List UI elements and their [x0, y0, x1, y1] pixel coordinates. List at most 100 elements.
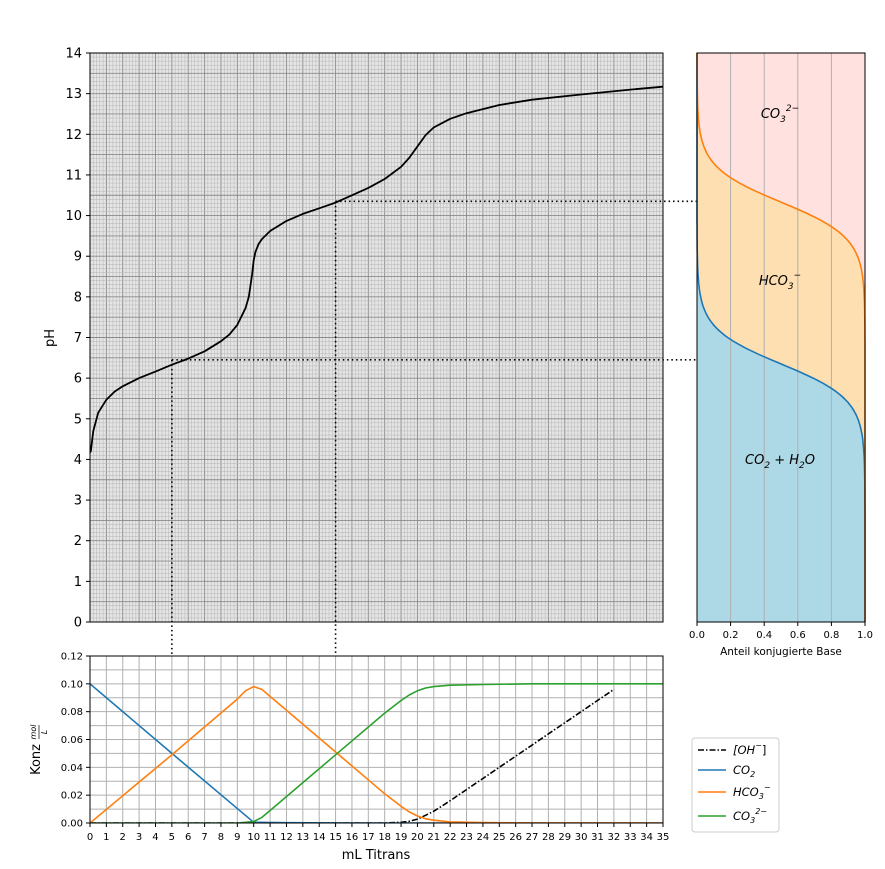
concentration-x-tick-label: 2	[120, 832, 126, 843]
concentration-y-tick-label: 0.00	[61, 819, 83, 830]
svg-text:Konz: Konz	[29, 744, 44, 775]
concentration-y-tick-label: 0.02	[61, 791, 83, 802]
concentration-x-tick-label: 12	[280, 832, 293, 843]
fraction-x-ticks: 0.0 0.2 0.4 0.6 0.8 1.0	[689, 622, 873, 641]
concentration-x-tick-label: 14	[313, 832, 326, 843]
concentration-x-tick-label: 25	[493, 832, 506, 843]
concentration-x-tick-label: 4	[152, 832, 158, 843]
concentration-x-tick-label: 24	[477, 832, 490, 843]
legend-item-hco3: HCO3−	[698, 783, 771, 801]
y-tick-label: 1	[74, 575, 82, 590]
concentration-x-tick-label: 13	[296, 832, 309, 843]
concentration-x-tick-label: 33	[624, 832, 637, 843]
concentration-y-tick-label: 0.04	[61, 763, 83, 774]
fraction-x-tick-label: 0.6	[790, 630, 806, 641]
y-tick-label: 8	[74, 290, 82, 305]
svg-text:CO32−: CO32−	[733, 807, 767, 825]
y-tick-label: 0	[74, 616, 82, 631]
concentration-x-tick-label: 34	[640, 832, 653, 843]
concentration-x-tick-label: 17	[362, 832, 375, 843]
concentration-x-tick-label: 5	[169, 832, 175, 843]
y-tick-label: 13	[65, 87, 82, 102]
concentration-x-tick-label: 21	[427, 832, 440, 843]
y-tick-label: 12	[65, 128, 82, 143]
concentration-x-tick-label: 11	[264, 832, 277, 843]
titration-grid	[89, 52, 664, 623]
region-label-bicarbonate: HCO3−	[759, 271, 801, 292]
concentration-y-tick-label: 0.08	[61, 707, 83, 718]
concentration-x-tick-label: 35	[657, 832, 670, 843]
svg-text:CO2: CO2	[733, 763, 755, 779]
concentration-series-2	[90, 685, 663, 823]
concentration-y-tick-label: 0.10	[61, 679, 83, 690]
area-co3	[697, 53, 865, 622]
fraction-x-tick-label: 0.2	[723, 630, 739, 641]
y-tick-label: 3	[74, 494, 82, 509]
concentration-x-tick-label: 10	[247, 832, 260, 843]
concentration-x-tick-label: 28	[542, 832, 555, 843]
legend-item-co2: CO2	[698, 763, 755, 779]
concentration-y-ticks: 0.00 0.02 0.04 0.06 0.08 0.10 0.12	[61, 652, 90, 830]
concentration-x-tick-label: 32	[608, 832, 621, 843]
concentration-x-tick-label: 26	[509, 832, 522, 843]
region-label-carbonate: CO32−	[761, 104, 799, 125]
area-hco3	[697, 53, 865, 622]
titration-curve-0	[89, 85, 664, 453]
y-tick-label: 11	[65, 168, 82, 183]
concentration-x-tick-label: 6	[185, 832, 191, 843]
legend-item-co3: CO32−	[698, 807, 767, 825]
legend-item-oh: [OH−]	[698, 741, 766, 757]
y-tick-label: 2	[74, 534, 82, 549]
concentration-x-tick-label: 31	[591, 832, 604, 843]
svg-text:mol: mol	[29, 724, 38, 740]
concentration-x-tick-label: 18	[378, 832, 391, 843]
svg-text:[OH−]: [OH−]	[733, 741, 766, 757]
fraction-x-tick-label: 0.4	[756, 630, 772, 641]
concentration-x-tick-label: 9	[234, 832, 240, 843]
concentration-x-tick-label: 15	[329, 832, 342, 843]
concentration-x-tick-label: 22	[444, 832, 457, 843]
y-tick-label: 10	[65, 209, 82, 224]
svg-text:L: L	[40, 730, 49, 734]
y-tick-label: 7	[74, 331, 82, 346]
concentration-x-tick-label: 29	[558, 832, 571, 843]
titration-curve-layer	[89, 85, 664, 453]
concentration-y-tick-label: 0.06	[61, 735, 83, 746]
y-tick-label: 4	[74, 453, 82, 468]
fraction-x-tick-label: 0.0	[689, 630, 705, 641]
svg-text:HCO3−: HCO3−	[733, 783, 771, 801]
concentration-x-ticks: 0 1 2 3 4 5 6 7 8 9 10 11 12 13 14 15 16 17 18 19 20 21 22 23 24…	[87, 823, 670, 843]
concentration-x-tick-label: 27	[526, 832, 539, 843]
y-tick-label: 14	[65, 47, 82, 62]
y-tick-label: 9	[74, 250, 82, 265]
concentration-y-axis-label: Konz mol L	[29, 724, 49, 775]
fraction-panel: 0.0 0.2 0.4 0.6 0.8 1.0 Anteil konjugierte Ba…	[689, 52, 873, 658]
region-label-co2: CO2 + H2O	[745, 453, 815, 471]
area-co2	[697, 53, 865, 622]
fraction-x-tick-label: 1.0	[857, 630, 873, 641]
concentration-x-tick-label: 20	[411, 832, 424, 843]
concentration-x-tick-label: 30	[575, 832, 588, 843]
concentration-x-tick-label: 23	[460, 832, 473, 843]
y-tick-label: 6	[74, 372, 82, 387]
concentration-series-0	[90, 688, 615, 823]
titration-y-axis-label: pH	[43, 329, 58, 347]
concentration-x-tick-label: 1	[103, 832, 109, 843]
y-tick-label: 5	[74, 412, 82, 427]
fraction-areas	[697, 53, 865, 622]
concentration-series-3	[90, 683, 663, 823]
fraction-plot-frame	[696, 52, 866, 623]
concentration-x-tick-label: 7	[201, 832, 207, 843]
concentration-x-tick-label: 0	[87, 832, 93, 843]
concentration-y-tick-label: 0.12	[61, 652, 83, 663]
concentration-x-tick-label: 16	[346, 832, 359, 843]
concentration-x-tick-label: 19	[395, 832, 408, 843]
fraction-x-tick-label: 0.8	[823, 630, 839, 641]
concentration-panel: 0 1 2 3 4 5 6 7 8 9 10 11 12 13 14 15 16 17 18 19 20 21 22 23 24…	[29, 652, 669, 864]
legend-frame	[691, 737, 780, 833]
concentration-x-tick-label: 3	[136, 832, 142, 843]
concentration-x-tick-label: 8	[218, 832, 224, 843]
fraction-grid	[730, 53, 832, 622]
